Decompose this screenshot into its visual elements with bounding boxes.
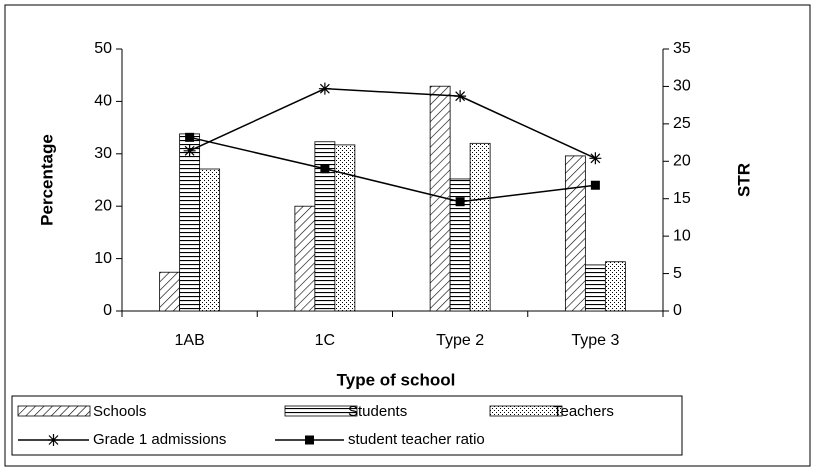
legend-label: student teacher ratio [348,431,485,448]
y2-axis-label: STR [734,163,753,197]
x-tick-label: Type 3 [571,332,619,349]
legend-label: Teachers [553,403,614,420]
x-tick-label: 1C [315,332,335,349]
x-tick-label: Type 2 [436,332,484,349]
y-tick-label: 30 [94,145,112,162]
bar [159,271,181,312]
legend-marker [47,434,60,446]
x-tick-label: 1AB [175,332,205,349]
line-marker [183,144,196,157]
bar [334,144,356,312]
y2-tick-label: 25 [673,115,691,132]
y-axis-label: Percentage [37,134,56,226]
y-tick-label: 50 [94,40,112,57]
bar [604,261,626,312]
legend-label: Grade 1 admissions [93,431,226,448]
line [189,136,596,203]
legend-swatch [284,405,358,417]
line-marker [318,82,331,95]
legend-marker [305,435,314,445]
line-marker [454,90,467,103]
legend-swatch [489,405,563,417]
y2-tick-label: 0 [673,302,682,319]
y-tick-label: 10 [94,250,112,267]
bar [179,133,201,312]
legend-swatch [17,405,91,417]
legend-label: Schools [93,403,146,420]
y2-tick-label: 20 [673,153,691,170]
y-tick-label: 40 [94,93,112,110]
bar [564,155,586,312]
y2-tick-label: 35 [673,40,691,57]
line [189,87,596,159]
chart-frame [4,4,811,467]
bar [294,205,316,312]
line-marker [320,164,330,174]
y2-tick-label: 10 [673,227,691,244]
y2-tick-label: 30 [673,78,691,95]
line-marker [589,152,602,165]
bar [584,264,606,312]
line-marker [590,180,600,190]
y2-tick-label: 5 [673,265,682,282]
line-marker [185,132,195,142]
legend-label: Students [348,403,407,420]
line-marker [455,197,465,207]
y-tick-label: 0 [103,302,112,319]
bar [469,142,491,312]
x-axis-label: Type of school [337,370,456,389]
y2-tick-label: 15 [673,190,691,207]
bar [199,168,221,312]
y-tick-label: 20 [94,197,112,214]
